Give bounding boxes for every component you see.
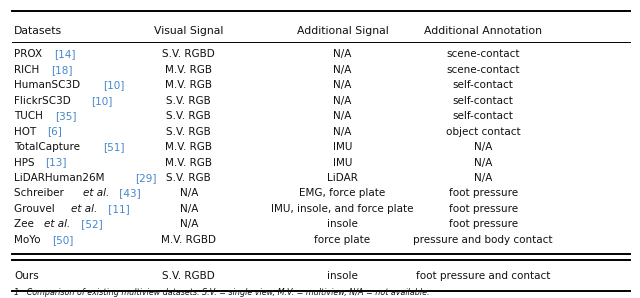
Text: [50]: [50] xyxy=(52,235,74,245)
Text: N/A: N/A xyxy=(180,188,198,198)
Text: S.V. RGB: S.V. RGB xyxy=(166,96,211,106)
Text: HPS: HPS xyxy=(14,158,38,167)
Text: [13]: [13] xyxy=(45,158,67,167)
Text: Additional Annotation: Additional Annotation xyxy=(424,26,542,36)
Text: [6]: [6] xyxy=(47,127,62,136)
Text: IMU, insole, and force plate: IMU, insole, and force plate xyxy=(271,204,413,214)
Text: insole: insole xyxy=(327,219,358,229)
Text: N/A: N/A xyxy=(474,173,492,183)
Text: MoYo: MoYo xyxy=(14,235,44,245)
Text: et al.: et al. xyxy=(44,219,70,229)
Text: insole: insole xyxy=(327,271,358,281)
Text: M.V. RGB: M.V. RGB xyxy=(165,158,212,167)
Text: IMU: IMU xyxy=(333,158,352,167)
Text: 1   Comparison of existing multiview datasets. S.V. = single view, M.V. = multiv: 1 Comparison of existing multiview datas… xyxy=(14,288,429,297)
Text: Grouvel: Grouvel xyxy=(14,204,58,214)
Text: M.V. RGB: M.V. RGB xyxy=(165,80,212,90)
Text: N/A: N/A xyxy=(333,49,351,59)
Text: RICH: RICH xyxy=(14,65,43,75)
Text: foot pressure: foot pressure xyxy=(449,219,518,229)
Text: N/A: N/A xyxy=(333,96,351,106)
Text: foot pressure and contact: foot pressure and contact xyxy=(416,271,550,281)
Text: self-contact: self-contact xyxy=(452,111,514,121)
Text: Zee: Zee xyxy=(14,219,37,229)
Text: N/A: N/A xyxy=(333,111,351,121)
Text: Visual Signal: Visual Signal xyxy=(154,26,223,36)
Text: TUCH: TUCH xyxy=(14,111,46,121)
Text: object contact: object contact xyxy=(446,127,520,136)
Text: et al.: et al. xyxy=(83,188,109,198)
Text: EMG, force plate: EMG, force plate xyxy=(300,188,385,198)
Text: [18]: [18] xyxy=(51,65,72,75)
Text: Schreiber: Schreiber xyxy=(14,188,67,198)
Text: LiDARHuman26M: LiDARHuman26M xyxy=(14,173,108,183)
Text: [43]: [43] xyxy=(116,188,141,198)
Text: scene-contact: scene-contact xyxy=(447,49,520,59)
Text: N/A: N/A xyxy=(333,127,351,136)
Text: Datasets: Datasets xyxy=(14,26,62,36)
Text: Additional Signal: Additional Signal xyxy=(296,26,388,36)
Text: N/A: N/A xyxy=(474,142,492,152)
Text: HOT: HOT xyxy=(14,127,40,136)
Text: et al.: et al. xyxy=(71,204,97,214)
Text: M.V. RGBD: M.V. RGBD xyxy=(161,235,216,245)
Text: [51]: [51] xyxy=(104,142,125,152)
Text: foot pressure: foot pressure xyxy=(449,188,518,198)
Text: pressure and body contact: pressure and body contact xyxy=(413,235,553,245)
Text: [52]: [52] xyxy=(78,219,102,229)
Text: TotalCapture: TotalCapture xyxy=(14,142,83,152)
Text: N/A: N/A xyxy=(474,158,492,167)
Text: S.V. RGBD: S.V. RGBD xyxy=(163,271,215,281)
Text: HumanSC3D: HumanSC3D xyxy=(14,80,83,90)
Text: S.V. RGB: S.V. RGB xyxy=(166,111,211,121)
Text: scene-contact: scene-contact xyxy=(447,65,520,75)
Text: [29]: [29] xyxy=(135,173,157,183)
Text: S.V. RGBD: S.V. RGBD xyxy=(163,49,215,59)
Text: [10]: [10] xyxy=(92,96,113,106)
Text: [10]: [10] xyxy=(104,80,125,90)
Text: M.V. RGB: M.V. RGB xyxy=(165,142,212,152)
Text: [11]: [11] xyxy=(105,204,129,214)
Text: N/A: N/A xyxy=(180,219,198,229)
Text: N/A: N/A xyxy=(180,204,198,214)
Text: IMU: IMU xyxy=(333,142,352,152)
Text: S.V. RGB: S.V. RGB xyxy=(166,127,211,136)
Text: LiDAR: LiDAR xyxy=(327,173,358,183)
Text: self-contact: self-contact xyxy=(452,80,514,90)
Text: [35]: [35] xyxy=(56,111,77,121)
Text: M.V. RGB: M.V. RGB xyxy=(165,65,212,75)
Text: self-contact: self-contact xyxy=(452,96,514,106)
Text: force plate: force plate xyxy=(314,235,371,245)
Text: Ours: Ours xyxy=(14,271,39,281)
Text: foot pressure: foot pressure xyxy=(449,204,518,214)
Text: PROX: PROX xyxy=(14,49,45,59)
Text: FlickrSC3D: FlickrSC3D xyxy=(14,96,74,106)
Text: S.V. RGB: S.V. RGB xyxy=(166,173,211,183)
Text: [14]: [14] xyxy=(54,49,76,59)
Text: N/A: N/A xyxy=(333,65,351,75)
Text: N/A: N/A xyxy=(333,80,351,90)
